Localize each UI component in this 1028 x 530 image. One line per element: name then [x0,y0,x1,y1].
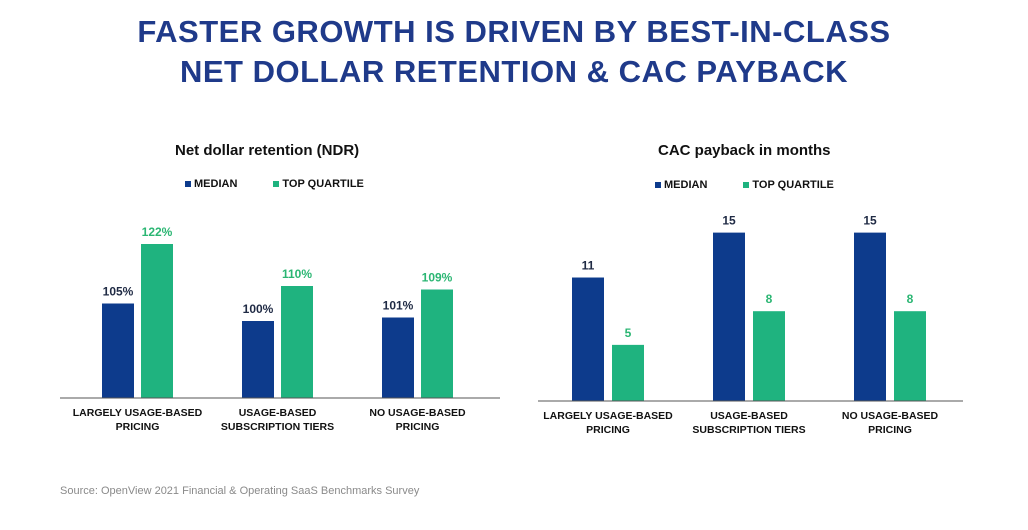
category-label-2-line-1: PRICING [396,421,440,433]
bar-top-quartile-2 [894,311,926,401]
bar-median-1 [242,321,274,398]
category-label-0-line-1: PRICING [116,421,160,433]
cac-legend-top-quartile: TOP QUARTILE [743,179,834,191]
bar-top-quartile-2 [421,289,453,398]
legend-label-median: MEDIAN [194,178,238,190]
legend-label-top-quartile: TOP QUARTILE [752,179,834,191]
data-label-top-quartile-1: 110% [282,267,312,281]
bar-top-quartile-0 [141,244,173,398]
data-label-top-quartile-0: 122% [142,225,173,239]
data-label-top-quartile-2: 109% [422,271,453,285]
legend-label-top-quartile: TOP QUARTILE [282,178,364,190]
legend-label-median: MEDIAN [664,179,708,191]
cac-legend-median: MEDIAN [655,179,707,191]
ndr-legend-top-quartile: TOP QUARTILE [273,178,364,190]
category-label-2-line-0: NO USAGE-BASED [842,410,939,422]
cac-bar-chart: 11 5 LARGELY USAGE-BASED PRICING 15 8 USAGE-BA… [538,214,963,436]
bar-median-2 [854,232,886,401]
bar-median-2 [382,317,414,398]
category-label-2-line-1: PRICING [868,424,912,436]
category-label-0-line-0: LARGELY USAGE-BASED [543,410,673,422]
bar-median-0 [572,277,604,401]
data-label-median-1: 100% [243,302,274,316]
data-label-median-0: 11 [582,259,595,273]
legend-swatch-top-quartile [743,182,750,188]
data-label-top-quartile-0: 5 [625,326,632,340]
cac-chart-title: CAC payback in months [658,142,831,159]
bar-top-quartile-1 [753,311,785,401]
data-label-median-2: 101% [383,299,414,313]
category-label-1-line-0: USAGE-BASED [239,407,317,419]
ndr-legend: MEDIAN TOP QUARTILE [185,178,400,190]
category-label-1-line-1: SUBSCRIPTION TIERS [692,424,805,436]
category-label-1-line-1: SUBSCRIPTION TIERS [221,421,334,433]
ndr-bar-chart: 105% 122% LARGELY USAGE-BASED PRICING 100% 11… [60,225,500,433]
ndr-chart-title: Net dollar retention (NDR) [175,142,360,159]
category-label-1-line-0: USAGE-BASED [710,410,788,422]
legend-swatch-median [185,181,191,187]
headline-line-2: NET DOLLAR RETENTION & CAC PAYBACK [179,54,848,89]
bar-median-1 [713,232,745,401]
data-label-top-quartile-1: 8 [766,292,773,306]
headline-line-1: FASTER GROWTH IS DRIVEN BY BEST-IN-CLASS [137,14,891,49]
category-label-2-line-0: NO USAGE-BASED [369,407,466,419]
category-label-0-line-0: LARGELY USAGE-BASED [73,407,203,419]
legend-swatch-top-quartile [273,181,280,187]
ndr-legend-median: MEDIAN [185,178,237,190]
bar-top-quartile-1 [281,286,313,398]
data-label-median-0: 105% [103,285,134,299]
bar-top-quartile-0 [612,344,644,401]
legend-swatch-median [655,182,661,188]
data-label-top-quartile-2: 8 [907,292,914,306]
cac-legend: MEDIAN TOP QUARTILE [655,179,870,191]
source-note: Source: OpenView 2021 Financial & Operat… [60,485,420,497]
data-label-median-1: 15 [722,214,736,228]
bar-median-0 [102,303,134,398]
data-label-median-2: 15 [863,214,877,228]
category-label-0-line-1: PRICING [586,424,630,436]
